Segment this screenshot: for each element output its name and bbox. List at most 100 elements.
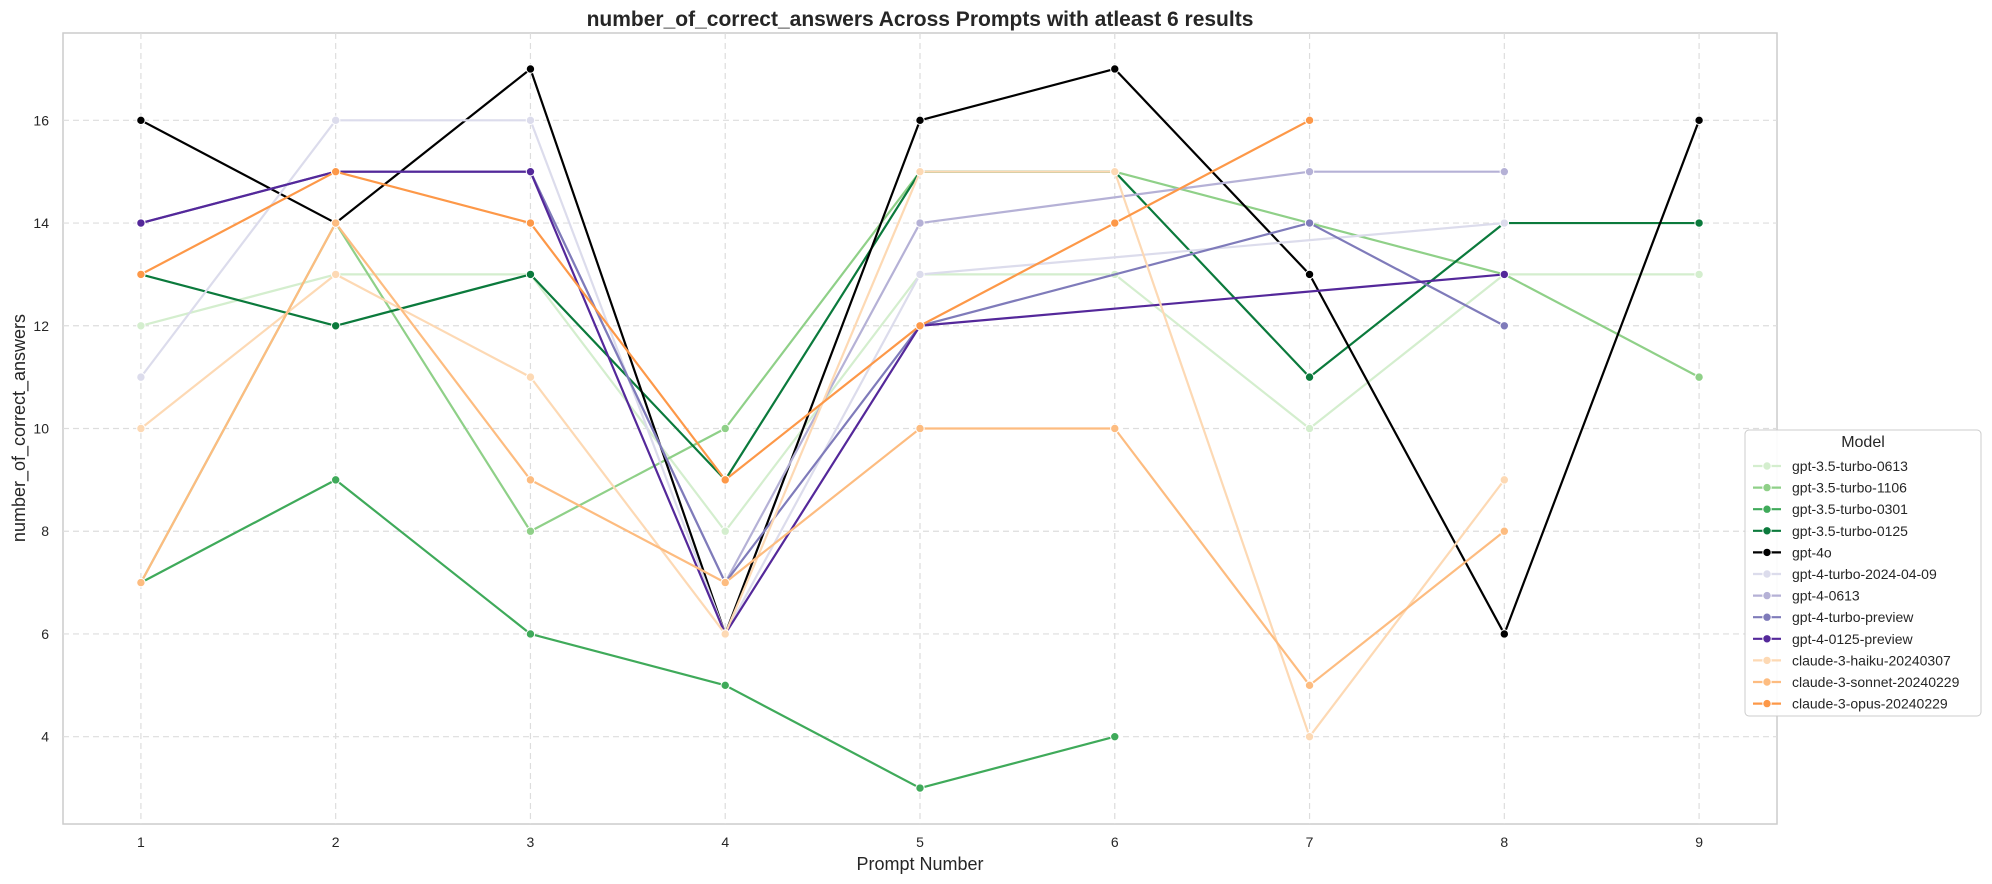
legend-label: gpt-3.5-turbo-0125 [1792,523,1908,539]
y-tick-label: 4 [41,729,49,745]
data-point [525,372,536,382]
series-claude-3-sonnet-20240229 [136,218,1510,691]
legend-title: Model [1841,434,1885,451]
data-point [136,115,146,126]
legend-marker [1762,612,1772,622]
y-tick-label: 12 [33,318,49,334]
data-point [1304,731,1315,742]
series-claude-3-opus-20240229 [136,115,1315,485]
legend-label: gpt-3.5-turbo-1106 [1792,480,1907,496]
legend-marker [1762,590,1772,601]
x-tick-label: 2 [332,834,340,850]
data-point [1304,115,1315,126]
data-point [1304,269,1315,280]
data-point [720,526,730,536]
data-point [915,218,925,228]
data-point [1694,372,1704,382]
legend-label: claude-3-sonnet-20240229 [1792,674,1960,690]
series-line [139,221,1506,687]
x-tick-label: 6 [1111,834,1119,850]
x-tick-label: 1 [137,834,145,850]
legend-item: gpt-4-turbo-2024-04-09 [1753,566,1937,582]
x-tick-label: 3 [527,834,535,850]
data-point [525,629,536,639]
data-point [915,115,925,126]
data-point [136,218,146,228]
data-point [915,269,925,280]
data-point [330,475,341,485]
legend-item: gpt-4-0613 [1753,588,1860,604]
data-point [915,423,925,434]
legend-item: gpt-3.5-turbo-0613 [1753,458,1908,474]
legend-marker [1762,482,1772,493]
x-tick-label: 9 [1695,834,1703,850]
data-point [525,115,536,126]
x-tick-label: 8 [1500,834,1508,850]
legend-item: claude-3-opus-20240229 [1753,696,1948,712]
legend-item: gpt-3.5-turbo-0125 [1753,523,1908,539]
legend-item: gpt-3.5-turbo-0301 [1753,501,1908,517]
data-point [1304,218,1315,228]
data-point [330,115,341,126]
data-point [915,783,925,793]
legend-marker [1762,569,1772,579]
legend-label: gpt-3.5-turbo-0613 [1792,458,1908,474]
legend-label: gpt-4o [1792,544,1832,560]
y-tick-label: 10 [33,421,49,437]
data-point [1694,269,1704,280]
series-line [140,478,1116,790]
data-point [720,629,730,639]
data-point [1499,321,1510,331]
data-point [136,269,146,280]
data-point [1499,629,1510,639]
y-axis-label: number_of_correct_answers [9,314,30,542]
data-point [1110,166,1120,177]
data-point [720,680,730,691]
data-point [525,166,536,177]
data-point [1110,218,1120,228]
legend-label: gpt-4-0125-preview [1792,631,1914,647]
legend-marker [1762,655,1772,666]
data-point [915,166,925,177]
legend-marker [1762,504,1772,514]
series-line [140,170,1505,636]
data-point [525,269,536,280]
x-tick-label: 7 [1306,834,1314,850]
legend-label: gpt-3.5-turbo-0301 [1792,501,1908,517]
data-point [1304,166,1315,177]
series-lines [136,64,1704,793]
data-point [1304,372,1315,382]
data-point [1304,423,1315,434]
data-point [1499,269,1510,280]
legend-label: gpt-4-turbo-2024-04-09 [1792,566,1937,582]
data-point [136,423,146,434]
data-point [1304,680,1315,691]
data-point [1110,423,1120,434]
data-point [1499,475,1510,485]
data-point [720,423,730,434]
data-point [330,218,341,228]
y-tick-label: 16 [33,112,49,128]
data-point [1499,166,1510,177]
legend: Model gpt-3.5-turbo-0613 gpt-3.5-turbo-11… [1744,429,1982,717]
data-point [136,321,146,331]
data-point [1694,115,1704,126]
legend-label: claude-3-haiku-20240307 [1792,652,1951,668]
data-point [330,166,341,177]
data-point [915,321,925,331]
legend-label: gpt-4-0613 [1792,588,1860,604]
legend-item: gpt-4o [1753,544,1832,560]
x-axis-label: Prompt Number [856,854,983,874]
data-point [330,269,341,280]
data-point [1110,64,1120,74]
legend-item: gpt-3.5-turbo-1106 [1753,480,1907,496]
legend-marker [1762,547,1772,558]
data-point [136,577,146,588]
data-point [330,321,341,331]
x-tick-label: 5 [916,834,924,850]
legend-item: claude-3-haiku-20240307 [1753,652,1951,668]
data-point [525,218,536,228]
legend-item: claude-3-sonnet-20240229 [1753,674,1960,690]
